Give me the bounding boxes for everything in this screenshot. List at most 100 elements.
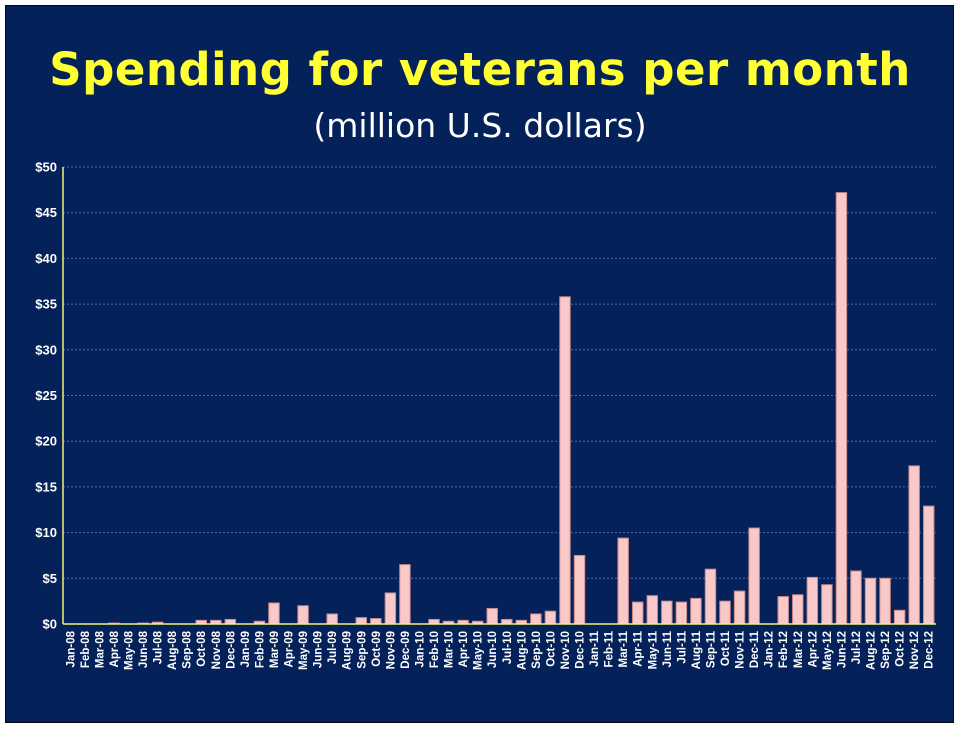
x-tick-label: Jul-08 xyxy=(153,630,165,664)
bar xyxy=(631,601,644,625)
x-tick-label: Aug-11 xyxy=(691,630,703,669)
x-tick-label: Oct-09 xyxy=(371,631,383,667)
x-tick-label: May-08 xyxy=(123,630,135,670)
y-tick-label: $0 xyxy=(43,617,57,632)
x-tick-label: Sep-11 xyxy=(705,630,717,668)
y-tick-label: $25 xyxy=(35,388,57,403)
bar xyxy=(733,590,746,625)
x-tick-label: Mar-12 xyxy=(793,631,805,668)
x-tick-label: Dec-11 xyxy=(749,630,761,668)
bar xyxy=(908,465,920,625)
x-tick-label: Feb-08 xyxy=(80,630,92,668)
bar xyxy=(384,592,397,625)
bar xyxy=(559,296,571,625)
y-tick-labels: $0 $5 $10 $15 $20 $25 $30 $35 $40 $45 $50 xyxy=(35,160,57,632)
x-tick-label: Jul-09 xyxy=(327,631,339,664)
x-tick-label: Oct-12 xyxy=(895,631,907,667)
x-tick-label: Jun-08 xyxy=(138,630,150,668)
x-tick-label: Jan-10 xyxy=(414,631,426,667)
x-tick-label: Dec-09 xyxy=(400,631,412,669)
bar xyxy=(486,607,498,625)
bar xyxy=(777,596,789,625)
x-tick-label: Jan-08 xyxy=(65,630,77,667)
bar xyxy=(297,605,309,625)
x-tick-label: Aug-10 xyxy=(516,631,528,670)
chart-subtitle: (million U.S. dollars) xyxy=(313,106,647,145)
x-tick-label: Oct-11 xyxy=(720,630,732,666)
x-tick-label: Jul-12 xyxy=(851,631,863,664)
bar xyxy=(268,602,280,625)
y-tick-label: $45 xyxy=(35,205,57,220)
bar xyxy=(748,527,760,625)
bar xyxy=(835,192,848,625)
bar xyxy=(617,537,629,625)
x-tick-label: Jun-12 xyxy=(836,631,848,668)
x-tick-label: Dec-10 xyxy=(575,631,587,669)
bar xyxy=(864,577,877,625)
y-tick-label: $50 xyxy=(35,160,57,175)
x-tick-label: Jun-09 xyxy=(313,631,325,668)
bar xyxy=(850,570,862,625)
y-tick-label: $15 xyxy=(35,479,57,494)
bar xyxy=(573,554,586,625)
x-tick-label: Feb-09 xyxy=(254,631,266,668)
x-tick-label: Oct-08 xyxy=(196,630,208,666)
x-tick-label: Feb-12 xyxy=(778,631,790,668)
x-tick-label: Sep-09 xyxy=(356,631,368,669)
x-tick-label: Oct-10 xyxy=(545,631,557,667)
x-tick-label: May-09 xyxy=(298,631,310,670)
x-tick-label: May-11 xyxy=(647,630,659,669)
x-tick-label: Jun-11 xyxy=(662,630,674,667)
x-tick-label: Aug-08 xyxy=(167,630,179,670)
x-tick-label: Jan-11 xyxy=(589,630,601,666)
y-tick-label: $5 xyxy=(43,571,57,586)
x-tick-label: Mar-11 xyxy=(618,630,630,667)
bar xyxy=(399,564,411,625)
x-tick-label: Apr-12 xyxy=(807,631,819,667)
chart-title: Spending for veterans per month xyxy=(49,43,911,96)
x-tick-label: Jan-12 xyxy=(764,631,776,667)
x-tick-label: May-12 xyxy=(822,631,834,670)
x-tick-label: Sep-10 xyxy=(531,631,543,669)
bar xyxy=(675,601,688,625)
x-tick-label: Nov-11 xyxy=(735,630,747,668)
x-tick-label: Nov-09 xyxy=(385,631,397,669)
bar xyxy=(326,613,338,625)
y-tick-label: $35 xyxy=(35,297,57,312)
x-tick-label: Nov-08 xyxy=(211,630,223,669)
bar xyxy=(806,576,819,625)
x-tick-label: Feb-11 xyxy=(604,630,616,667)
bar xyxy=(893,609,906,625)
gridlines xyxy=(63,166,936,579)
bar xyxy=(646,595,659,625)
bars xyxy=(108,192,935,625)
x-tick-label: Apr-11 xyxy=(633,630,645,666)
x-tick-label: Dec-12 xyxy=(924,631,936,669)
y-tick-label: $40 xyxy=(35,251,57,266)
x-tick-label: Sep-08 xyxy=(182,630,194,668)
x-tick-label: Jul-10 xyxy=(502,631,514,664)
x-tick-label: Apr-09 xyxy=(284,631,296,667)
x-tick-label: Sep-12 xyxy=(880,631,892,669)
x-tick-label: Feb-10 xyxy=(429,631,441,668)
x-tick-label: Mar-10 xyxy=(444,631,456,668)
axes xyxy=(62,167,936,625)
x-tick-label: Nov-10 xyxy=(560,631,572,669)
x-tick-label: Jun-10 xyxy=(487,631,499,668)
bar xyxy=(719,600,731,625)
y-tick-label: $10 xyxy=(35,525,57,540)
x-tick-label: Mar-08 xyxy=(94,630,106,668)
y-tick-label: $30 xyxy=(35,342,57,357)
x-tick-label: Jan-09 xyxy=(240,631,252,667)
bar xyxy=(922,505,935,625)
x-tick-label: Aug-12 xyxy=(866,631,878,670)
x-tick-label: Jul-11 xyxy=(676,630,688,663)
bar xyxy=(355,617,368,625)
x-tick-label: May-10 xyxy=(473,631,485,670)
bar xyxy=(821,584,833,625)
bar xyxy=(370,618,382,625)
x-tick-label: Aug-09 xyxy=(342,631,354,670)
bar xyxy=(879,577,891,625)
x-tick-label: Nov-12 xyxy=(909,631,921,669)
